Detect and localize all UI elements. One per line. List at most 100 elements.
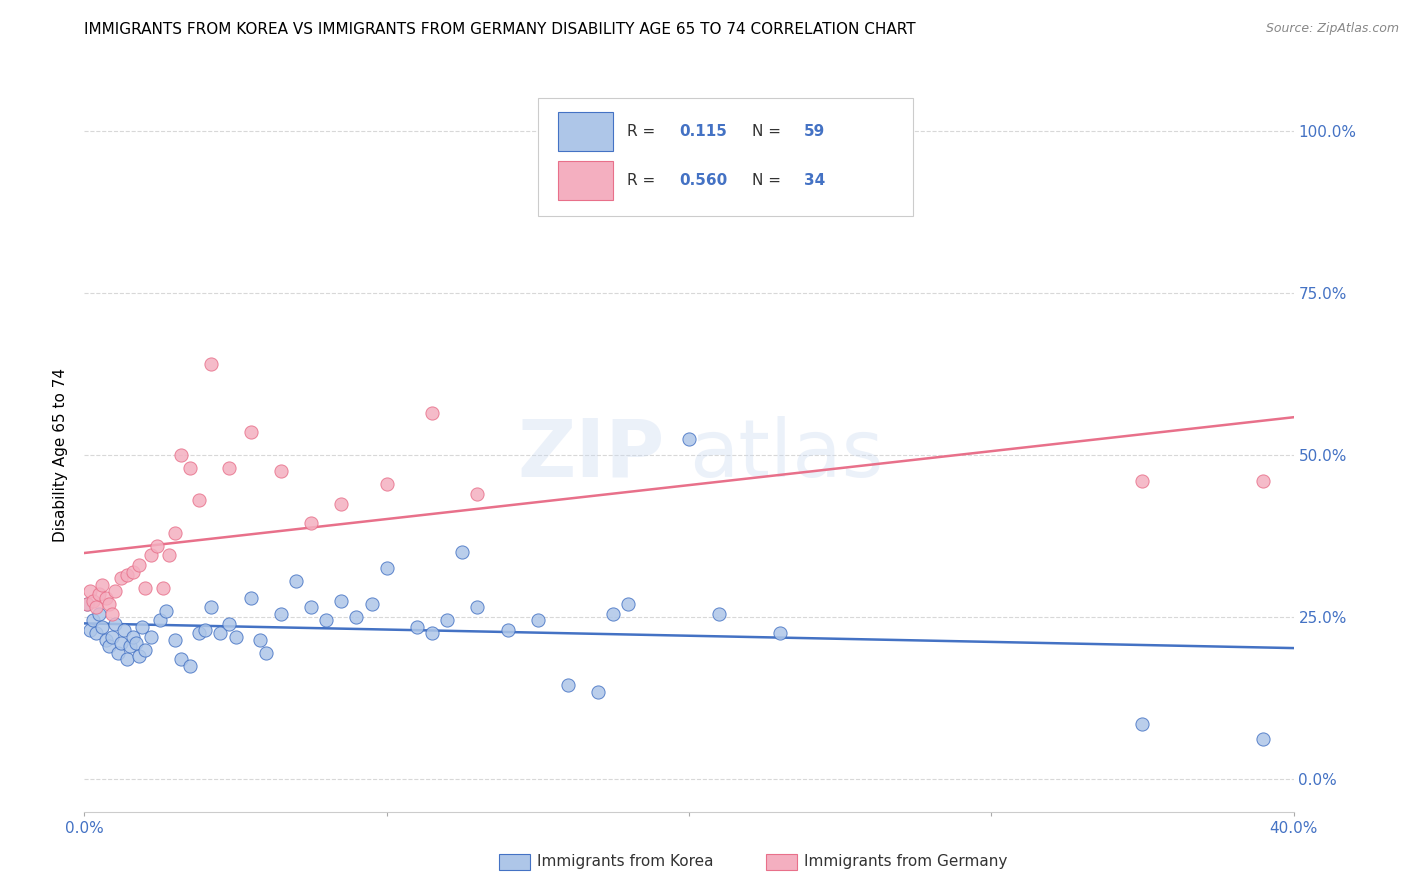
Point: [152, 581, 174, 595]
Point: [107, 646, 129, 660]
Point: [188, 626, 211, 640]
Text: atlas: atlas: [689, 416, 883, 494]
Point: [128, 558, 150, 573]
Point: [188, 493, 211, 508]
Point: [100, 607, 122, 621]
Point: [155, 604, 177, 618]
Point: [110, 571, 132, 585]
Point: [97, 597, 120, 611]
Point: [194, 623, 217, 637]
Point: [617, 597, 640, 611]
Point: [209, 626, 232, 640]
Point: [115, 652, 138, 666]
Point: [602, 607, 624, 621]
Point: [557, 678, 579, 692]
Point: [131, 620, 153, 634]
Point: [406, 620, 429, 634]
Point: [375, 477, 398, 491]
Text: 0.560: 0.560: [679, 173, 727, 187]
Text: Immigrants from Korea: Immigrants from Korea: [537, 855, 714, 869]
Point: [100, 630, 122, 644]
Point: [467, 487, 489, 501]
Point: [139, 549, 162, 563]
Point: [709, 607, 731, 621]
Text: N =: N =: [752, 124, 786, 139]
Point: [436, 613, 458, 627]
Point: [86, 626, 108, 640]
Point: [139, 630, 162, 644]
FancyBboxPatch shape: [558, 161, 613, 200]
Text: Immigrants from Germany: Immigrants from Germany: [804, 855, 1008, 869]
Point: [678, 432, 700, 446]
Point: [97, 640, 120, 654]
Text: Source: ZipAtlas.com: Source: ZipAtlas.com: [1265, 22, 1399, 36]
Point: [496, 623, 519, 637]
Point: [1130, 474, 1153, 488]
FancyBboxPatch shape: [558, 112, 613, 152]
Point: [91, 577, 114, 591]
Point: [239, 425, 262, 440]
Point: [179, 461, 201, 475]
Point: [118, 640, 141, 654]
Point: [467, 600, 489, 615]
Point: [91, 620, 114, 634]
Point: [146, 539, 169, 553]
Point: [165, 632, 187, 647]
Point: [165, 525, 187, 540]
Point: [299, 600, 322, 615]
Text: 0.115: 0.115: [679, 124, 727, 139]
Point: [270, 464, 292, 478]
Point: [200, 357, 222, 371]
Point: [104, 584, 127, 599]
Point: [89, 587, 111, 601]
Point: [121, 565, 143, 579]
Point: [94, 591, 117, 605]
Point: [420, 406, 443, 420]
Point: [76, 597, 98, 611]
Point: [218, 616, 240, 631]
Point: [346, 610, 368, 624]
Point: [239, 591, 262, 605]
FancyBboxPatch shape: [538, 98, 912, 216]
Point: [1253, 732, 1275, 747]
Point: [200, 600, 222, 615]
Point: [315, 613, 337, 627]
Point: [128, 648, 150, 663]
Text: 34: 34: [804, 173, 825, 187]
Text: R =: R =: [627, 173, 661, 187]
Point: [254, 646, 277, 660]
Point: [270, 607, 292, 621]
Text: N =: N =: [752, 173, 786, 187]
Point: [1130, 717, 1153, 731]
Point: [121, 630, 143, 644]
Point: [225, 630, 247, 644]
Point: [285, 574, 308, 589]
Point: [420, 626, 443, 640]
Point: [527, 613, 550, 627]
Point: [330, 497, 353, 511]
Text: R =: R =: [627, 124, 661, 139]
Text: IMMIGRANTS FROM KOREA VS IMMIGRANTS FROM GERMANY DISABILITY AGE 65 TO 74 CORRELA: IMMIGRANTS FROM KOREA VS IMMIGRANTS FROM…: [84, 22, 915, 37]
Point: [588, 684, 610, 698]
Text: 59: 59: [804, 124, 825, 139]
Point: [170, 652, 193, 666]
Point: [149, 613, 172, 627]
Point: [115, 568, 138, 582]
Y-axis label: Disability Age 65 to 74: Disability Age 65 to 74: [53, 368, 69, 542]
Point: [299, 516, 322, 530]
Point: [86, 600, 108, 615]
Point: [89, 607, 111, 621]
Point: [82, 594, 104, 608]
Point: [375, 561, 398, 575]
Point: [76, 597, 98, 611]
Point: [330, 594, 353, 608]
Point: [79, 584, 101, 599]
Point: [134, 642, 156, 657]
Point: [125, 636, 148, 650]
Point: [157, 549, 180, 563]
Point: [360, 597, 382, 611]
Text: ZIP: ZIP: [517, 416, 665, 494]
Point: [79, 623, 101, 637]
Point: [249, 632, 271, 647]
Point: [112, 623, 135, 637]
